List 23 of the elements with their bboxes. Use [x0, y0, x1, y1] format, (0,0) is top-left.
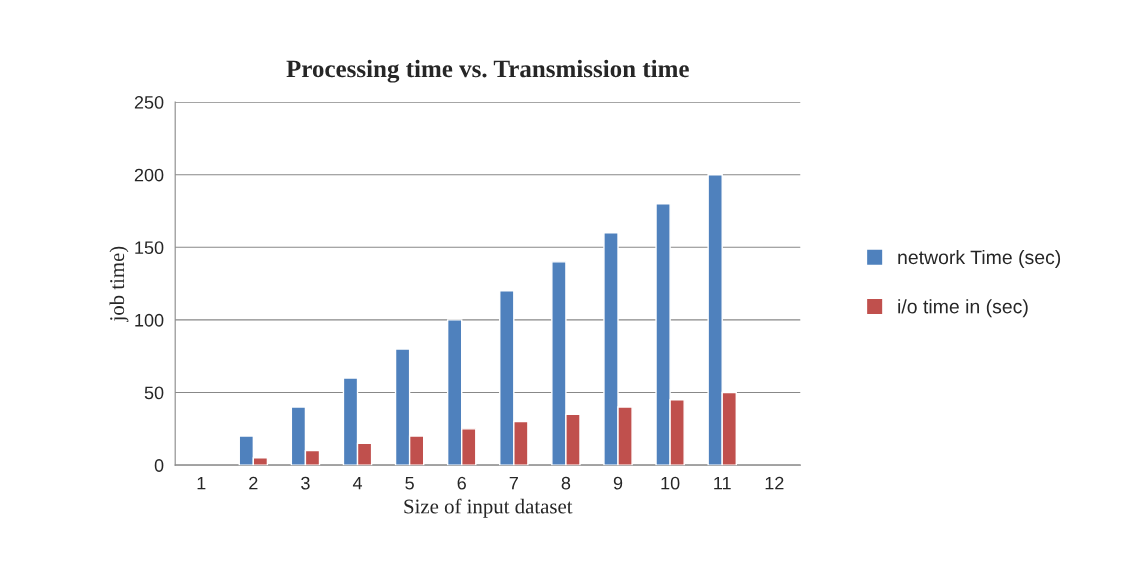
y-tick-label: 200 [134, 168, 164, 182]
x-tick-label: 5 [405, 476, 414, 490]
x-tick-label: 10 [661, 476, 680, 490]
y-tick-label: 100 [135, 313, 164, 327]
y-tick-label: 50 [144, 386, 164, 400]
x-tick-label: 1 [197, 476, 206, 490]
x-axis-title: Size of input dataset [404, 498, 573, 518]
y-tick-label: 250 [134, 96, 164, 109]
y-tick-label: 0 [154, 459, 164, 472]
x-tick-label: 11 [714, 476, 731, 490]
x-tick-label: 4 [352, 476, 363, 490]
y-tick-label: 150 [135, 241, 164, 255]
legend-label: i/o time in (sec) [898, 299, 1028, 318]
legend-label: network Time (sec) [898, 249, 1061, 269]
x-tick-label: 12 [765, 476, 784, 490]
x-tick-label: 6 [457, 476, 466, 490]
x-tick-label: 9 [613, 476, 623, 490]
x-tick-label: 8 [561, 476, 571, 490]
x-tick-label: 7 [509, 476, 518, 490]
x-tick-label: 2 [249, 476, 258, 490]
x-tick-label: 3 [301, 476, 310, 490]
y-axis-title: job time) [109, 246, 129, 323]
chart-title: Processing time vs. Transmission time [286, 59, 689, 83]
